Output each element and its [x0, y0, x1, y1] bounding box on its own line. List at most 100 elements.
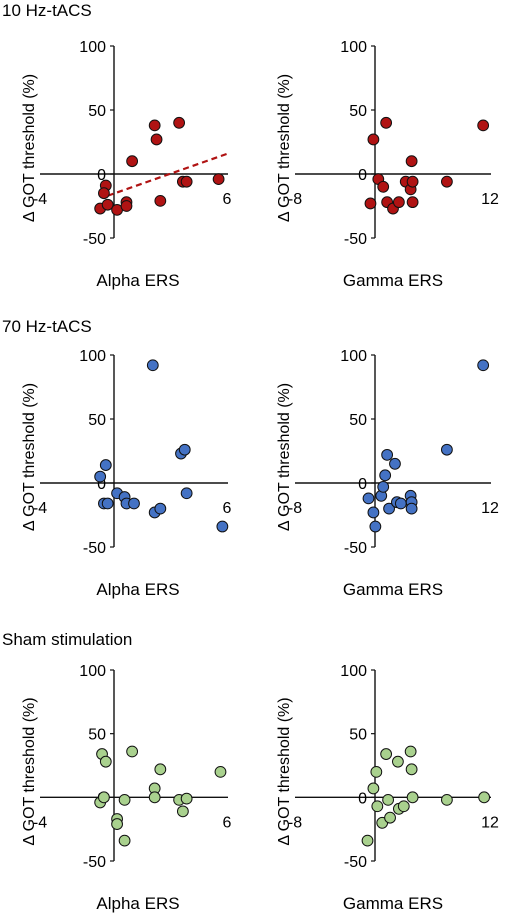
data-point	[101, 198, 114, 211]
y-tick-label: 100	[340, 663, 367, 680]
data-point	[154, 763, 167, 776]
data-point	[214, 765, 227, 778]
data-point	[94, 470, 107, 483]
data-point	[392, 755, 404, 768]
data-point	[98, 187, 110, 200]
x-tick-label: 12	[481, 191, 499, 208]
y-tick-label: 50	[349, 727, 367, 744]
trendline	[107, 152, 229, 197]
x-tick-label: -4	[33, 814, 47, 831]
data-point	[406, 175, 419, 188]
data-point	[367, 506, 380, 519]
y-tick-label: 100	[79, 348, 106, 365]
data-point	[406, 196, 419, 209]
x-tick-label: -8	[288, 191, 302, 208]
y-axis-title: Δ GOT threshold (%)	[276, 697, 293, 845]
data-point	[367, 782, 380, 795]
data-point	[101, 497, 114, 510]
section-title: Sham stimulation	[2, 630, 132, 649]
x-tick-label: 12	[481, 500, 499, 517]
data-point	[384, 811, 396, 824]
y-tick-label: -50	[83, 540, 106, 557]
data-point	[405, 502, 418, 515]
data-point	[98, 791, 110, 804]
data-point	[380, 748, 393, 760]
x-tick-label: -8	[288, 500, 302, 517]
x-tick-label: -4	[33, 500, 47, 517]
data-point	[126, 155, 139, 168]
x-axis-title: Alpha ERS	[96, 894, 179, 913]
y-tick-label: 0	[358, 167, 367, 184]
y-tick-label: 100	[79, 663, 106, 680]
data-point	[369, 520, 382, 533]
y-tick-label: 0	[358, 476, 367, 493]
y-tick-label: 100	[340, 348, 367, 365]
data-point	[361, 834, 374, 847]
x-axis-title: Alpha ERS	[96, 580, 179, 599]
data-point	[216, 520, 229, 533]
y-tick-label: -50	[344, 854, 367, 871]
y-tick-label: 50	[88, 727, 106, 744]
y-tick-label: 50	[349, 103, 367, 120]
x-axis-title: Gamma ERS	[343, 580, 443, 599]
data-point	[146, 359, 159, 372]
x-tick-label: 6	[223, 814, 232, 831]
data-point	[367, 133, 380, 146]
data-point	[441, 175, 453, 188]
data-point	[478, 791, 491, 804]
data-point	[118, 834, 131, 847]
y-axis-title: Δ GOT threshold (%)	[21, 74, 38, 222]
data-point	[377, 180, 390, 193]
data-point	[128, 497, 140, 510]
data-point	[148, 119, 161, 132]
data-point	[154, 194, 167, 207]
data-point	[394, 497, 407, 510]
data-point	[381, 448, 394, 461]
y-tick-label: 50	[88, 412, 106, 429]
y-tick-label: 50	[349, 412, 367, 429]
data-point	[178, 443, 191, 456]
x-axis-title: Alpha ERS	[96, 271, 179, 290]
x-axis-title: Gamma ERS	[343, 894, 443, 913]
y-axis-title: Δ GOT threshold (%)	[276, 74, 293, 222]
x-tick-label: -4	[33, 191, 47, 208]
data-point	[176, 805, 189, 818]
data-point	[154, 502, 167, 515]
data-point	[148, 791, 161, 804]
y-tick-label: 50	[88, 103, 106, 120]
data-point	[180, 487, 193, 500]
data-point	[120, 200, 133, 212]
x-tick-label: 12	[481, 814, 499, 831]
data-point	[441, 793, 453, 806]
y-tick-label: 0	[97, 167, 106, 184]
data-point	[397, 800, 410, 813]
y-axis-title: Δ GOT threshold (%)	[21, 383, 38, 531]
data-point	[389, 457, 401, 470]
data-point	[377, 480, 390, 493]
data-point	[371, 800, 384, 813]
data-point	[173, 116, 186, 129]
section-title: 70 Hz-tACS	[2, 317, 92, 336]
data-point	[126, 745, 139, 758]
y-tick-label: 100	[79, 39, 106, 56]
y-tick-label: 0	[358, 790, 367, 807]
data-point	[392, 196, 405, 209]
data-point	[477, 119, 490, 132]
data-point	[406, 791, 419, 804]
data-point	[180, 175, 193, 188]
data-point	[380, 116, 393, 129]
data-point	[383, 502, 395, 515]
data-point	[118, 793, 131, 806]
y-tick-label: -50	[344, 231, 367, 248]
x-tick-label: 6	[223, 191, 232, 208]
x-axis-title: Gamma ERS	[343, 271, 443, 290]
data-point	[111, 818, 123, 830]
data-point	[382, 793, 395, 806]
data-point	[362, 492, 375, 505]
data-point	[477, 359, 490, 372]
y-tick-label: -50	[83, 231, 106, 248]
y-axis-title: Δ GOT threshold (%)	[276, 383, 293, 531]
data-point	[99, 459, 112, 471]
y-tick-label: 0	[97, 476, 106, 493]
